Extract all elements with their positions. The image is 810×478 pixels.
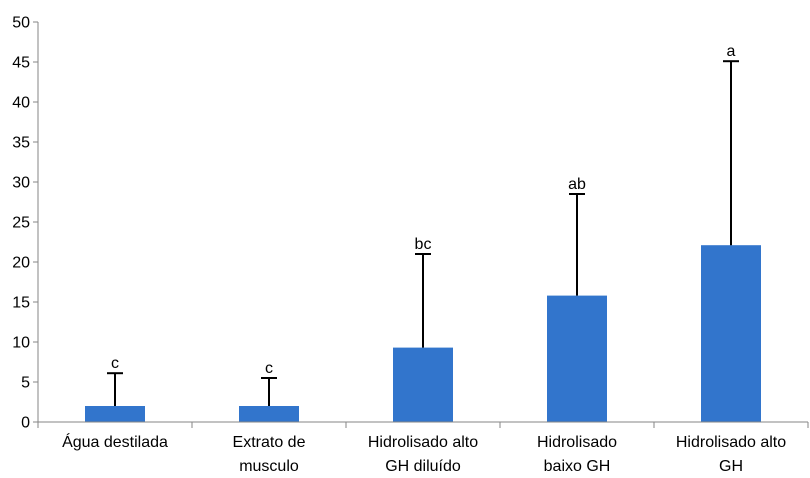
x-axis-category-labels: Água destilada Extrato de musculo Hidrolisa… [62,432,786,475]
error-bars [107,60,739,406]
x-category-label: GH [719,458,743,475]
significance-label: c [111,355,119,372]
y-tick-label: 15 [12,295,30,312]
x-category-label: Água destilada [62,432,168,451]
x-category-label: Hidrolisado [537,434,617,451]
x-category-label: GH diluído [385,458,461,475]
y-tick-label: 0 [21,415,30,432]
bar [85,406,145,422]
y-tick-label: 30 [12,175,30,192]
y-tick-label: 35 [12,135,30,152]
significance-label: ab [568,176,586,193]
significance-label: a [727,43,736,60]
y-tick-label: 5 [21,375,30,392]
y-axis-ticks: 0 5 10 15 20 25 30 35 40 45 50 [12,15,38,432]
significance-label: bc [415,236,432,253]
bar [239,406,299,422]
x-category-label: musculo [239,458,299,475]
x-category-label: baixo GH [544,458,611,475]
bar [393,347,453,422]
y-tick-label: 45 [12,55,30,72]
y-tick-label: 25 [12,215,30,232]
y-tick-label: 40 [12,95,30,112]
y-tick-label: 10 [12,335,30,352]
x-category-label: Hidrolisado alto [676,434,786,451]
significance-labels: c c bc ab a [111,43,736,377]
y-tick-label: 50 [12,15,30,32]
bar [547,295,607,422]
x-category-label: Extrato de [233,434,306,451]
axes [37,22,809,428]
y-tick-label: 20 [12,255,30,272]
significance-label: c [265,360,273,377]
bar [701,245,761,422]
x-category-label: Hidrolisado alto [368,434,478,451]
bars [85,245,761,422]
